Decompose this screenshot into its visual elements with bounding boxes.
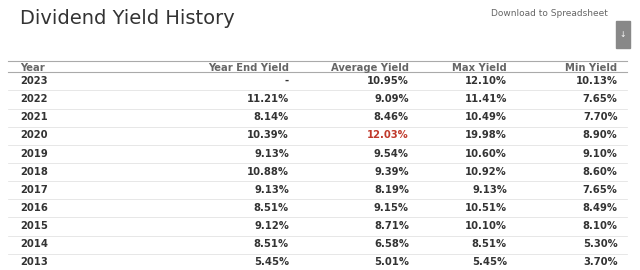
- Text: 5.45%: 5.45%: [254, 257, 289, 267]
- Text: 6.58%: 6.58%: [374, 239, 409, 249]
- Text: 10.39%: 10.39%: [247, 130, 289, 140]
- Text: 2015: 2015: [20, 221, 48, 231]
- Text: 8.10%: 8.10%: [582, 221, 618, 231]
- Text: 11.41%: 11.41%: [465, 94, 507, 104]
- Text: 2018: 2018: [20, 167, 48, 177]
- Text: Year End Yield: Year End Yield: [208, 63, 289, 73]
- Text: 9.10%: 9.10%: [582, 148, 618, 158]
- Text: 9.15%: 9.15%: [374, 203, 409, 213]
- Text: 10.92%: 10.92%: [465, 167, 507, 177]
- Text: 2021: 2021: [20, 112, 48, 122]
- Text: 10.13%: 10.13%: [575, 76, 618, 86]
- Text: 5.45%: 5.45%: [472, 257, 507, 267]
- Text: 19.98%: 19.98%: [465, 130, 507, 140]
- Text: ↓: ↓: [620, 30, 626, 39]
- Text: 10.49%: 10.49%: [465, 112, 507, 122]
- Text: Download to Spreadsheet: Download to Spreadsheet: [491, 9, 608, 18]
- Text: 8.14%: 8.14%: [253, 112, 289, 122]
- Text: 8.90%: 8.90%: [583, 130, 618, 140]
- Text: 2017: 2017: [20, 185, 48, 195]
- Text: 8.51%: 8.51%: [254, 239, 289, 249]
- Text: 11.21%: 11.21%: [246, 94, 289, 104]
- Text: Year: Year: [20, 63, 45, 73]
- Text: 2016: 2016: [20, 203, 48, 213]
- Text: 7.65%: 7.65%: [582, 185, 618, 195]
- Text: 2019: 2019: [20, 148, 48, 158]
- Text: 2014: 2014: [20, 239, 49, 249]
- Text: Dividend Yield History: Dividend Yield History: [20, 9, 235, 28]
- Text: 7.70%: 7.70%: [583, 112, 618, 122]
- Text: 9.09%: 9.09%: [374, 94, 409, 104]
- FancyBboxPatch shape: [616, 21, 630, 48]
- Text: Min Yield: Min Yield: [565, 63, 618, 73]
- Text: 8.51%: 8.51%: [254, 203, 289, 213]
- Text: 8.51%: 8.51%: [472, 239, 507, 249]
- Text: 10.60%: 10.60%: [465, 148, 507, 158]
- Text: 2022: 2022: [20, 94, 48, 104]
- Text: Average Yield: Average Yield: [331, 63, 409, 73]
- Text: 10.10%: 10.10%: [465, 221, 507, 231]
- Text: 2013: 2013: [20, 257, 48, 267]
- Text: 10.95%: 10.95%: [367, 76, 409, 86]
- Text: 9.13%: 9.13%: [254, 185, 289, 195]
- Text: 2023: 2023: [20, 76, 48, 86]
- Text: Max Yield: Max Yield: [452, 63, 507, 73]
- Text: 9.39%: 9.39%: [374, 167, 409, 177]
- Text: 12.10%: 12.10%: [465, 76, 507, 86]
- Text: -: -: [285, 76, 289, 86]
- Text: 8.60%: 8.60%: [582, 167, 618, 177]
- Text: 3.70%: 3.70%: [583, 257, 618, 267]
- Text: 10.88%: 10.88%: [247, 167, 289, 177]
- Text: 8.71%: 8.71%: [374, 221, 409, 231]
- Text: 8.49%: 8.49%: [582, 203, 618, 213]
- Text: 12.03%: 12.03%: [367, 130, 409, 140]
- Text: 5.01%: 5.01%: [374, 257, 409, 267]
- Text: 9.12%: 9.12%: [254, 221, 289, 231]
- Text: 8.46%: 8.46%: [374, 112, 409, 122]
- Text: 9.13%: 9.13%: [254, 148, 289, 158]
- Text: 2020: 2020: [20, 130, 48, 140]
- Text: 9.54%: 9.54%: [374, 148, 409, 158]
- Text: 10.51%: 10.51%: [465, 203, 507, 213]
- Text: 5.30%: 5.30%: [583, 239, 618, 249]
- Text: 7.65%: 7.65%: [582, 94, 618, 104]
- Text: 8.19%: 8.19%: [374, 185, 409, 195]
- Text: 9.13%: 9.13%: [472, 185, 507, 195]
